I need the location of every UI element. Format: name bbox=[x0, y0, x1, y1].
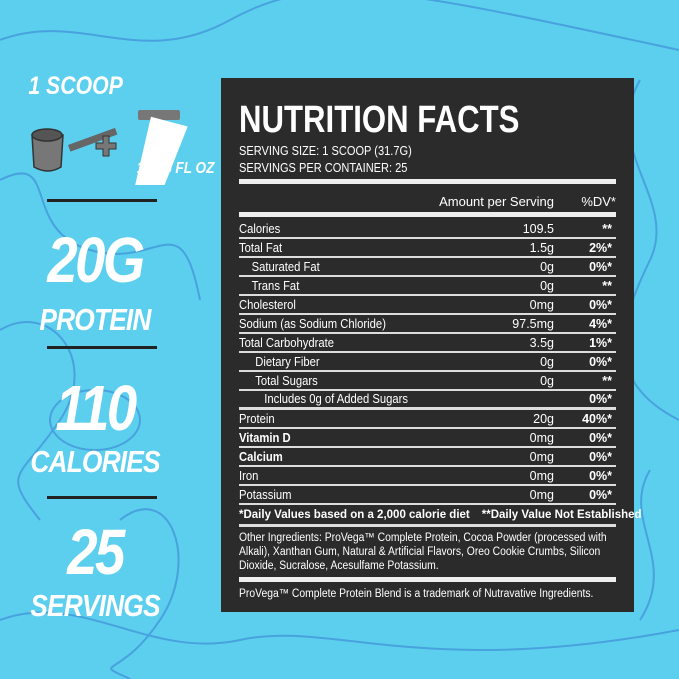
protein-value: 20G bbox=[47, 224, 145, 296]
nutrient-name: Sodium (as Sodium Chloride) bbox=[239, 316, 386, 331]
nutrient-dv: 0%* bbox=[589, 392, 612, 406]
dv-header: %DV* bbox=[581, 193, 616, 209]
nutrient-row: Calories 109.5 ** bbox=[239, 220, 616, 239]
nutrient-amount: 20g bbox=[533, 411, 554, 426]
table-header: Amount per Serving %DV* bbox=[239, 190, 616, 212]
nutrient-amount: 0mg bbox=[529, 297, 554, 312]
nutrient-name: Potassium bbox=[239, 487, 292, 502]
nutrient-name: Cholesterol bbox=[239, 297, 296, 312]
nutrient-dv: 0%* bbox=[589, 430, 612, 445]
nutrient-row: Trans Fat 0g ** bbox=[239, 277, 616, 296]
nutrient-name: Calories bbox=[239, 221, 281, 236]
footnote-dv: *Daily Values based on a 2,000 calorie d… bbox=[239, 508, 470, 521]
nutrient-amount: 3.5g bbox=[529, 335, 554, 350]
nutrient-dv: 1%* bbox=[589, 335, 612, 350]
nutrient-name: Vitamin D bbox=[239, 430, 291, 445]
nutrient-dv: ** bbox=[602, 373, 612, 388]
nutrient-dv: 0%* bbox=[589, 297, 612, 312]
nutrient-dv: 0%* bbox=[589, 468, 612, 483]
nutrient-dv: 2%* bbox=[589, 240, 612, 255]
nutrient-row: Total Sugars 0g ** bbox=[239, 372, 616, 391]
nutrient-name: Protein bbox=[239, 411, 275, 426]
nutrient-amount: 109.5 bbox=[522, 221, 554, 236]
nutrient-name: Trans Fat bbox=[251, 278, 300, 293]
scoop-and-shaker-icon bbox=[31, 110, 188, 185]
ingredients: Other Ingredients: ProVega™ Complete Pro… bbox=[239, 532, 607, 572]
scoop-label: 1 SCOOP bbox=[28, 72, 123, 100]
nutrient-name: Iron bbox=[239, 468, 259, 483]
nutrient-name: Total Sugars bbox=[255, 373, 318, 388]
nutrient-row: Protein 20g 40%* bbox=[239, 410, 616, 429]
nutrient-dv: 0%* bbox=[589, 354, 612, 369]
nutrient-name: Saturated Fat bbox=[251, 259, 320, 274]
nutrient-name: Total Fat bbox=[239, 240, 283, 255]
nutrient-dv: ** bbox=[602, 278, 612, 293]
servings-label: SERVINGS bbox=[30, 588, 160, 623]
nutrient-dv: 40%* bbox=[582, 411, 612, 426]
rule bbox=[239, 212, 616, 217]
nutrient-amount: 0g bbox=[540, 373, 554, 388]
protein-label: PROTEIN bbox=[39, 302, 151, 337]
nutrient-amount: 0mg bbox=[529, 449, 554, 464]
servings-value: 25 bbox=[67, 516, 125, 588]
amount-header: Amount per Serving bbox=[439, 193, 554, 209]
liquid-label: 12-16 FL OZ bbox=[136, 160, 215, 177]
divider bbox=[47, 496, 157, 499]
serving-size: SERVING SIZE: 1 SCOOP (31.7G) bbox=[239, 143, 412, 158]
footnote-not-established: **Daily Value Not Established bbox=[481, 508, 642, 521]
nutrient-row: Sodium (as Sodium Chloride) 97.5mg 4%* bbox=[239, 315, 616, 334]
panel-title: NUTRITION FACTS bbox=[239, 99, 520, 141]
nutrient-row: Dietary Fiber 0g 0%* bbox=[239, 353, 616, 372]
nutrient-name: Total Carbohydrate bbox=[239, 335, 335, 350]
nutrient-row: Saturated Fat 0g 0%* bbox=[239, 258, 616, 277]
nutrient-name: Calcium bbox=[239, 449, 283, 464]
nutrient-row: Potassium 0mg 0%* bbox=[239, 486, 616, 505]
nutrient-dv: 0%* bbox=[589, 259, 612, 274]
calories-label: CALORIES bbox=[30, 444, 160, 479]
nutrient-amount: 0mg bbox=[529, 468, 554, 483]
calories-value: 110 bbox=[55, 372, 137, 444]
nutrient-row: Vitamin D 0mg 0%* bbox=[239, 429, 616, 448]
nutrient-amount: 97.5mg bbox=[512, 316, 554, 331]
nutrient-amount: 1.5g bbox=[529, 240, 554, 255]
trademark: ProVega™ Complete Protein Blend is a tra… bbox=[239, 588, 594, 600]
divider bbox=[47, 199, 157, 202]
servings-per-container: SERVINGS PER CONTAINER: 25 bbox=[239, 160, 408, 175]
rule bbox=[239, 179, 616, 184]
nutrient-amount: 0g bbox=[540, 354, 554, 369]
nutrient-row: Iron 0mg 0%* bbox=[239, 467, 616, 486]
nutrient-dv: 4%* bbox=[589, 316, 612, 331]
nutrient-dv: ** bbox=[602, 221, 612, 236]
nutrient-row: Total Carbohydrate 3.5g 1%* bbox=[239, 334, 616, 353]
nutrient-row: Total Fat 1.5g 2%* bbox=[239, 239, 616, 258]
nutrient-row: Cholesterol 0mg 0%* bbox=[239, 296, 616, 315]
nutrient-row: Calcium 0mg 0%* bbox=[239, 448, 616, 467]
nutrient-amount: 0g bbox=[540, 259, 554, 274]
nutrient-amount: 0mg bbox=[529, 430, 554, 445]
nutrient-row: Includes 0g of Added Sugars 0%* bbox=[239, 391, 616, 410]
nutrient-name: Dietary Fiber bbox=[255, 354, 320, 369]
divider bbox=[47, 346, 157, 349]
nutrition-facts-panel: NUTRITION FACTS SERVING SIZE: 1 SCOOP (3… bbox=[221, 78, 642, 612]
nutrient-dv: 0%* bbox=[589, 487, 612, 502]
rule bbox=[239, 577, 616, 582]
nutrient-name: Includes 0g of Added Sugars bbox=[264, 392, 409, 406]
footnote: *Daily Values based on a 2,000 calorie d… bbox=[239, 505, 642, 527]
nutrient-amount: 0mg bbox=[529, 487, 554, 502]
nutrient-amount: 0g bbox=[540, 278, 554, 293]
nutrient-dv: 0%* bbox=[589, 449, 612, 464]
